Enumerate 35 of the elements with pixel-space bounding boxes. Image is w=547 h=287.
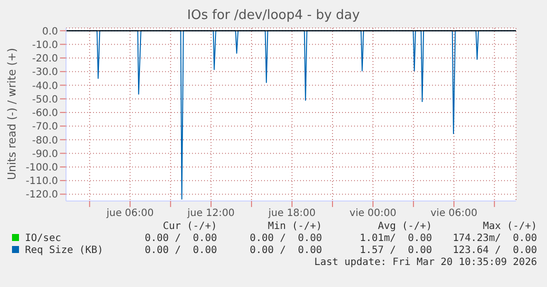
text: 1.01m/ 0.00	[358, 233, 432, 245]
x-tick-label: vie 06:00	[430, 208, 478, 220]
text: 0.00 / 0.00	[144, 233, 217, 245]
text: 123.64 / 0.00	[452, 245, 537, 257]
text: 0.00 / 0.00	[144, 245, 217, 257]
text: Max (-/+)	[482, 221, 537, 233]
y-tick-label: -30.0	[32, 67, 58, 78]
legend-label: Req Size (KB)	[24, 245, 104, 257]
text: 0.00 / 0.00	[248, 233, 322, 245]
text: 0.00 / 0.00	[248, 245, 322, 257]
y-tick-label: -50.0	[32, 94, 58, 106]
x-tick-label: vie 00:00	[350, 208, 396, 220]
y-tick-label: -100.0	[26, 162, 58, 174]
y-tick-label: -80.0	[32, 135, 58, 146]
y-axis-title: Units read (-) / write (+)	[6, 48, 18, 180]
text: Avg (-/+)	[376, 221, 432, 233]
y-tick-label: -10.0	[32, 40, 58, 51]
y-tick-label: -40.0	[32, 80, 58, 92]
y-tick-label: -70.0	[32, 122, 58, 133]
text: 174.23m/ 0.00	[452, 233, 537, 245]
y-tick-label: -110.0	[26, 176, 58, 188]
x-tick-label: jue 06:00	[105, 208, 154, 220]
y-tick-label: -90.0	[32, 148, 58, 160]
chart-title: IOs for /dev/loop4 - by day	[186, 8, 361, 23]
text: Cur (-/+)	[162, 221, 217, 233]
y-tick-label: -60.0	[32, 108, 58, 120]
y-tick-label: -120.0	[26, 190, 58, 201]
text: Last update: Fri Mar 20 10:35:09 2026	[313, 257, 537, 269]
x-tick-label: jue 12:00	[186, 208, 235, 220]
x-tick-label: jue 18:00	[267, 208, 316, 220]
legend-label: IO/sec	[24, 233, 62, 245]
y-tick-label: -20.0	[32, 54, 58, 65]
text: 1.57 / 0.00	[358, 245, 432, 257]
y-tick-label: 0.0	[42, 26, 58, 38]
text: Min (-/+)	[266, 221, 322, 233]
